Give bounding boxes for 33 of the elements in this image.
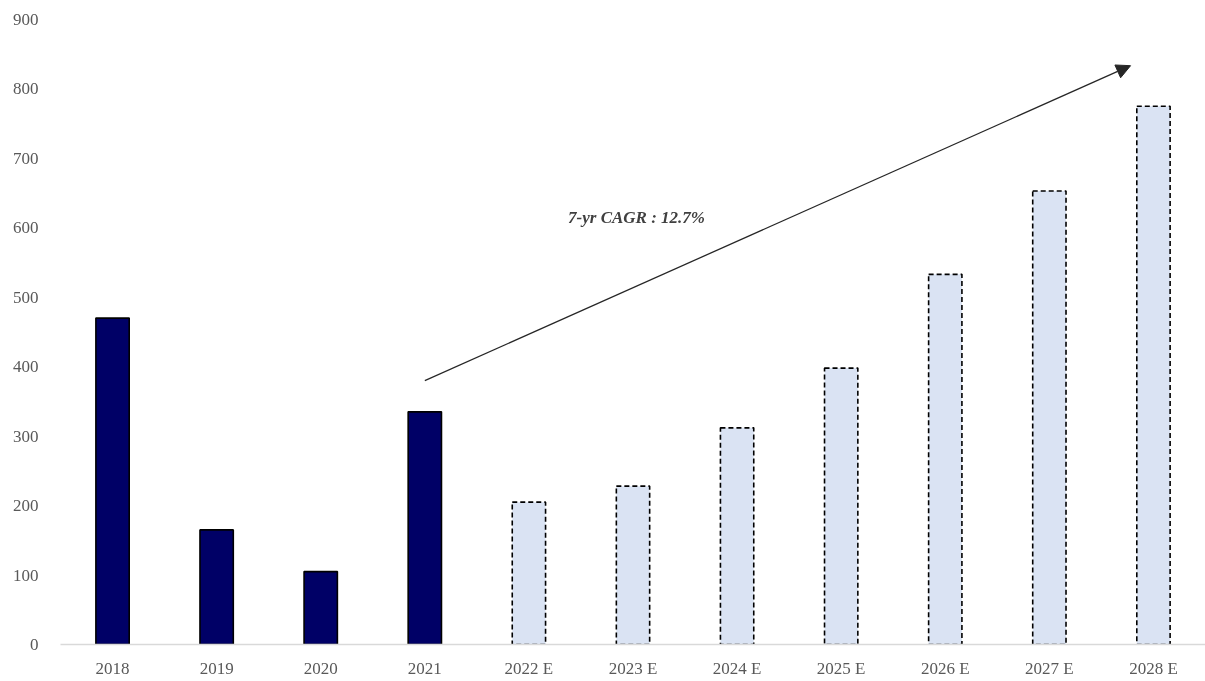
y-tick-label: 800	[13, 79, 39, 99]
bar	[823, 367, 859, 645]
bar	[303, 570, 339, 645]
x-tick-label: 2026 E	[920, 658, 970, 678]
x-tick-label: 2023 E	[608, 658, 658, 678]
y-tick-label: 700	[13, 148, 39, 168]
bar	[199, 529, 235, 645]
bar	[1031, 190, 1067, 645]
y-tick-label: 0	[30, 635, 39, 654]
y-tick-label: 200	[13, 496, 39, 516]
bar	[927, 273, 963, 645]
x-tick-label: 2018	[95, 658, 130, 678]
x-tick-label: 2019	[199, 658, 234, 678]
bar	[511, 501, 547, 645]
y-tick-label: 100	[13, 565, 39, 585]
bar	[407, 411, 443, 645]
y-tick-label: 600	[13, 218, 39, 238]
x-tick-label: 2025 E	[816, 658, 866, 678]
y-tick-label: 900	[13, 10, 39, 29]
x-tick-label: 2022 E	[504, 658, 554, 678]
bar	[1136, 105, 1171, 645]
y-tick-label: 400	[13, 357, 39, 377]
bar	[615, 485, 651, 645]
x-tick-label: 2021	[407, 658, 442, 678]
x-tick-label: 2028 E	[1129, 658, 1178, 678]
y-tick-label: 300	[13, 426, 39, 446]
y-tick-label: 500	[13, 287, 39, 307]
bar	[95, 317, 130, 645]
x-tick-label: 2027 E	[1025, 658, 1074, 678]
x-tick-label: 2024 E	[712, 658, 762, 678]
x-tick-label: 2020	[303, 658, 338, 678]
bar	[719, 427, 755, 645]
annotation: 7-yr CAGR : 12.7%	[568, 207, 706, 227]
